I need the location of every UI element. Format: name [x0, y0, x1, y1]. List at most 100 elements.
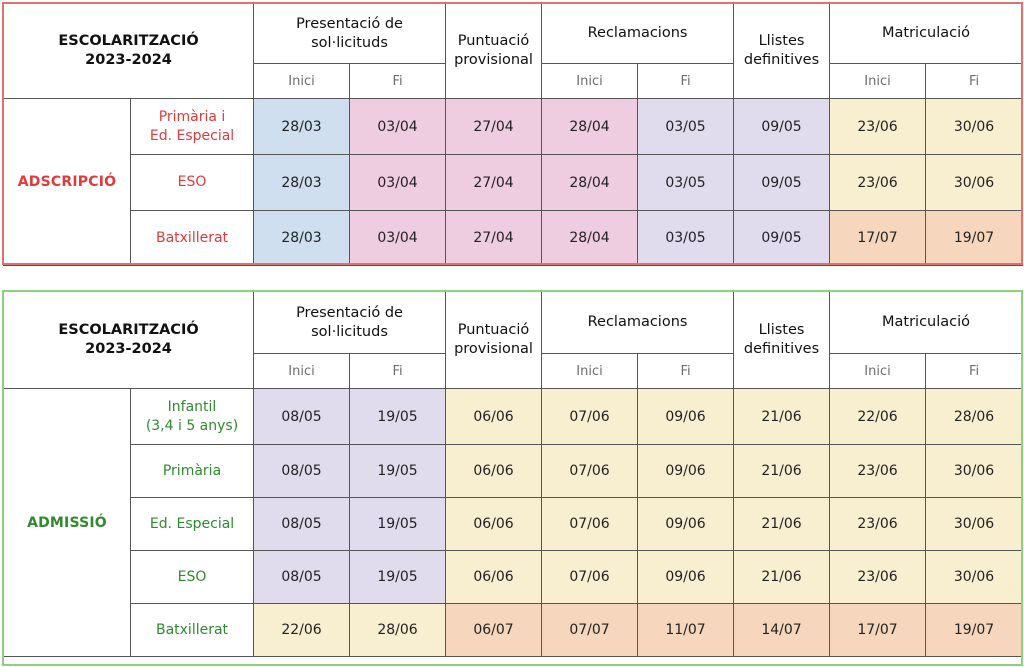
- date-cell: 06/06: [445, 497, 543, 551]
- table-row: ADMISSIÓ Infantil (3,4 i 5 anys) 08/05 1…: [3, 388, 1024, 657]
- table-row: ESO 28/03 03/04 27/04 28/04 03/05 09/05 …: [4, 154, 1024, 211]
- section-label-adscripcio: ADSCRIPCIÓ: [3, 98, 131, 266]
- header-llistes: Llistes definitives: [733, 3, 831, 99]
- date-cell: 27/04: [445, 210, 543, 266]
- date-cell: 09/06: [637, 444, 735, 498]
- date-cell: 03/04: [349, 210, 447, 266]
- header-title: ESCOLARITZACIÓ 2023-2024: [2, 291, 255, 389]
- date-cell: 23/06: [829, 444, 927, 498]
- header-llistes: Llistes definitives: [733, 291, 831, 389]
- date-cell: 08/05: [253, 497, 351, 551]
- date-cell: 07/06: [541, 388, 639, 445]
- date-cell: 19/07: [925, 603, 1024, 657]
- table-row: Primària 08/05 19/05 06/06 07/06 09/06 2…: [4, 444, 1024, 498]
- table-row: Ed. Especial 08/05 19/05 06/06 07/06 09/…: [4, 497, 1024, 551]
- header-puntuacio: Puntuació provisional: [445, 3, 543, 99]
- date-cell: 09/05: [733, 210, 831, 266]
- header-reclamacions: Reclamacions: [541, 3, 735, 64]
- date-cell: 07/06: [541, 444, 639, 498]
- date-cell: 23/06: [829, 497, 927, 551]
- date-cell: 03/04: [349, 98, 447, 155]
- date-cell: 21/06: [733, 550, 831, 604]
- date-cell: 19/05: [349, 550, 447, 604]
- date-cell: 30/06: [925, 154, 1024, 211]
- date-cell: 28/06: [925, 388, 1024, 445]
- header-title: ESCOLARITZACIÓ 2023-2024: [2, 3, 255, 99]
- table-row: ESO 08/05 19/05 06/06 07/06 09/06 21/06 …: [4, 550, 1024, 604]
- date-cell: 28/04: [541, 210, 639, 266]
- date-cell: 09/06: [637, 388, 735, 445]
- date-cell: 08/05: [253, 444, 351, 498]
- date-cell: 19/07: [925, 210, 1024, 266]
- date-cell: 28/03: [253, 210, 351, 266]
- subheader-inici: Inici: [829, 353, 927, 389]
- row-label: ESO: [129, 550, 255, 604]
- date-cell: 28/03: [253, 98, 351, 155]
- date-cell: 03/05: [637, 210, 735, 266]
- subheader-fi: Fi: [637, 63, 735, 99]
- subheader-fi: Fi: [349, 63, 447, 99]
- date-cell: 22/06: [253, 603, 351, 657]
- row-label: Batxillerat: [129, 210, 255, 266]
- date-cell: 22/06: [829, 388, 927, 445]
- section-label-admissio: ADMISSIÓ: [3, 388, 131, 657]
- subheader-fi: Fi: [349, 353, 447, 389]
- subheader-fi: Fi: [925, 63, 1024, 99]
- header-presentacio: Presentació de sol·licituds: [253, 3, 447, 64]
- date-cell: 19/05: [349, 497, 447, 551]
- date-cell: 21/06: [733, 444, 831, 498]
- row-label: Primària: [129, 444, 255, 498]
- date-cell: 03/04: [349, 154, 447, 211]
- date-cell: 03/05: [637, 154, 735, 211]
- date-cell: 28/04: [541, 98, 639, 155]
- date-cell: 28/03: [253, 154, 351, 211]
- date-cell: 19/05: [349, 388, 447, 445]
- row-label: Primària i Ed. Especial: [129, 98, 255, 155]
- row-label: Infantil (3,4 i 5 anys): [129, 388, 255, 445]
- date-cell: 09/06: [637, 550, 735, 604]
- date-cell: 06/06: [445, 550, 543, 604]
- subheader-inici: Inici: [253, 63, 351, 99]
- date-cell: 27/04: [445, 98, 543, 155]
- date-cell: 06/06: [445, 444, 543, 498]
- subheader-inici: Inici: [253, 353, 351, 389]
- date-cell: 07/06: [541, 497, 639, 551]
- adscripcio-table-block: ESCOLARITZACIÓ 2023-2024 Presentació de …: [0, 0, 1024, 266]
- date-cell: 11/07: [637, 603, 735, 657]
- header-matriculacio: Matriculació: [829, 3, 1024, 64]
- admissio-table: ESCOLARITZACIÓ 2023-2024 Presentació de …: [2, 291, 1024, 657]
- date-cell: 07/07: [541, 603, 639, 657]
- date-cell: 08/05: [253, 388, 351, 445]
- date-cell: 06/07: [445, 603, 543, 657]
- date-cell: 23/06: [829, 550, 927, 604]
- date-cell: 03/05: [637, 98, 735, 155]
- row-label: ESO: [129, 154, 255, 211]
- date-cell: 06/06: [445, 388, 543, 445]
- header-matriculacio: Matriculació: [829, 291, 1024, 354]
- date-cell: 30/06: [925, 550, 1024, 604]
- date-cell: 09/05: [733, 154, 831, 211]
- date-cell: 23/06: [829, 154, 927, 211]
- subheader-inici: Inici: [829, 63, 927, 99]
- date-cell: 23/06: [829, 98, 927, 155]
- table-row: Batxillerat 28/03 03/04 27/04 28/04 03/0…: [4, 210, 1024, 266]
- row-label: Ed. Especial: [129, 497, 255, 551]
- date-cell: 30/06: [925, 497, 1024, 551]
- date-cell: 27/04: [445, 154, 543, 211]
- date-cell: 30/06: [925, 98, 1024, 155]
- date-cell: 19/05: [349, 444, 447, 498]
- date-cell: 09/06: [637, 497, 735, 551]
- subheader-fi: Fi: [637, 353, 735, 389]
- date-cell: 21/06: [733, 388, 831, 445]
- header-presentacio: Presentació de sol·licituds: [253, 291, 447, 354]
- date-cell: 09/05: [733, 98, 831, 155]
- date-cell: 17/07: [829, 210, 927, 266]
- adscripcio-table: ESCOLARITZACIÓ 2023-2024 Presentació de …: [2, 3, 1024, 266]
- date-cell: 21/06: [733, 497, 831, 551]
- date-cell: 07/06: [541, 550, 639, 604]
- date-cell: 17/07: [829, 603, 927, 657]
- subheader-fi: Fi: [925, 353, 1024, 389]
- row-label: Batxillerat: [129, 603, 255, 657]
- subheader-inici: Inici: [541, 63, 639, 99]
- table-row: ADSCRIPCIÓ Primària i Ed. Especial 28/03…: [3, 98, 1024, 266]
